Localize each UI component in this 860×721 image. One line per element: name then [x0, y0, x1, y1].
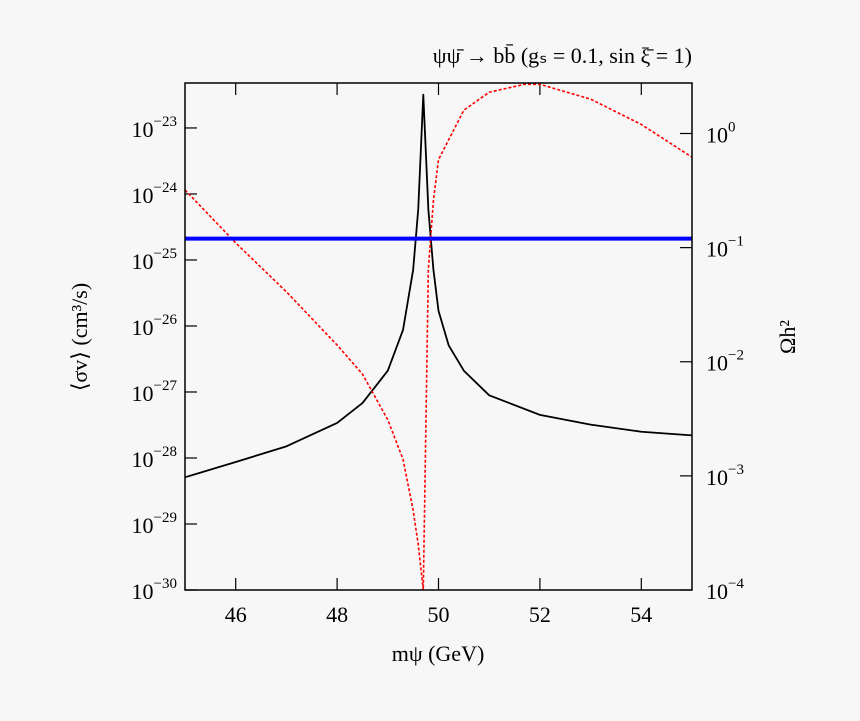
x-axis-label: mψ (GeV) [392, 641, 485, 666]
y2-tick-label: 10−4 [706, 576, 744, 604]
y2-tick-label: 10−2 [706, 348, 744, 376]
y2-tick-label: 10−1 [706, 234, 744, 262]
y-tick-label: 10−29 [132, 510, 177, 538]
x-tick-label: 46 [225, 602, 247, 627]
y-tick-label: 10−28 [132, 444, 177, 472]
y-tick-label: 10−23 [132, 114, 177, 142]
y-tick-label: 10−24 [132, 180, 178, 208]
y2-axis-label: Ωh² [775, 320, 800, 354]
series-line [185, 93, 692, 479]
y-tick-label: 10−25 [132, 246, 177, 274]
y-tick-label: 10−30 [132, 576, 177, 604]
x-tick-label: 52 [529, 602, 551, 627]
y2-tick-label: 10−3 [706, 462, 744, 490]
x-tick-label: 54 [630, 602, 652, 627]
y2-tick-label: 100 [706, 120, 736, 148]
x-tick-label: 50 [428, 602, 450, 627]
plot-frame [184, 82, 693, 591]
x-tick-label: 48 [326, 602, 348, 627]
y-tick-label: 10−27 [132, 378, 178, 406]
y-axis-label: ⟨σv⟩ (cm³/s) [67, 283, 92, 391]
chart-title: ψψ̄ → bb̄ (gₛ = 0.1, sin ξ̄ = 1) [433, 43, 692, 68]
y-tick-label: 10−26 [132, 312, 178, 340]
